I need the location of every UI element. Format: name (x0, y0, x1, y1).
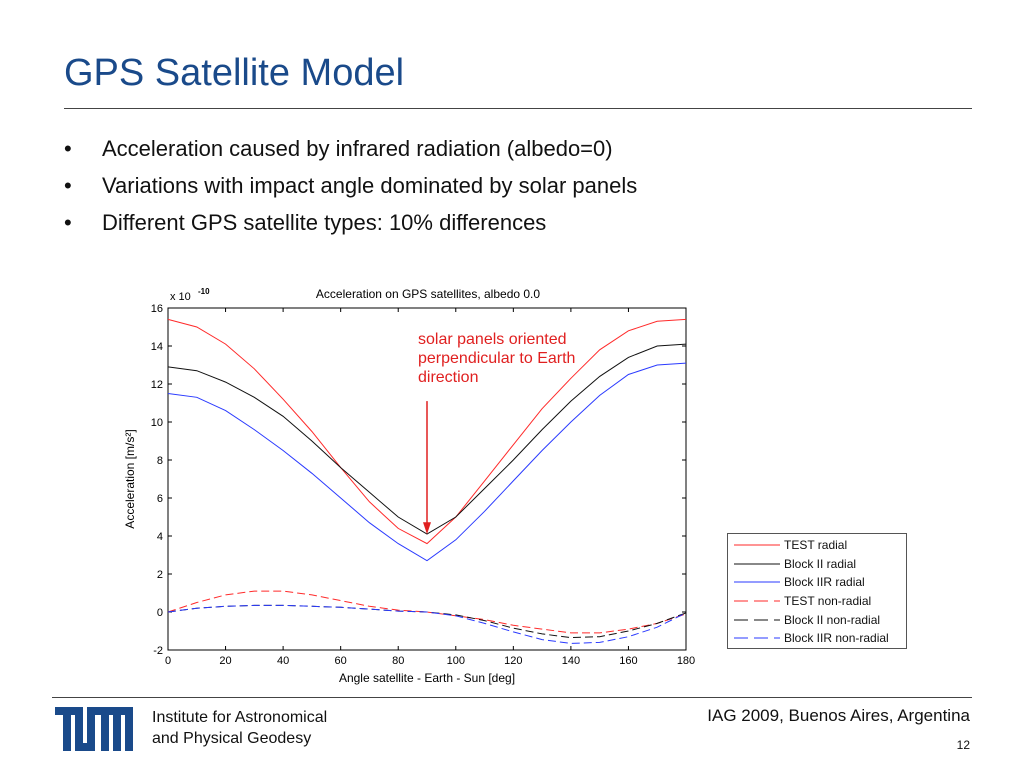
chart: 0 20 40 60 80 100 120 140 160 180 -2 0 2 4 6 8 10 12 14 16 x… (120, 280, 720, 690)
chart-title: Acceleration on GPS satellites, albedo 0… (316, 287, 540, 301)
bullet-item: • Variations with impact angle dominated… (64, 167, 637, 204)
legend-label: Block II non-radial (784, 612, 881, 627)
x-tick-label: 160 (619, 655, 637, 667)
series-line (167, 362, 687, 562)
footer-divider (52, 697, 972, 698)
x-tick-label: 40 (277, 655, 289, 667)
annotation-text: solar panels oriented (418, 331, 567, 348)
y-tick-label: 8 (157, 455, 163, 467)
y-multiplier-exponent: -10 (198, 287, 210, 296)
bullet-text: Acceleration caused by infrared radiatio… (102, 136, 613, 161)
x-tick-label: 80 (392, 655, 404, 667)
series-line (167, 318, 687, 545)
annotation-text: perpendicular to Earth (418, 350, 575, 367)
bullet-marker: • (64, 136, 72, 161)
y-tick-label: 0 (157, 607, 163, 619)
y-tick-label: -2 (153, 645, 163, 657)
x-tick-label: 0 (165, 655, 171, 667)
legend-entry: TEST non-radial (728, 592, 906, 611)
bullet-marker: • (64, 173, 72, 198)
series-line (167, 604, 687, 644)
y-multiplier-label: x 10 (170, 291, 191, 303)
legend-swatch (734, 563, 780, 565)
chart-svg: 0 20 40 60 80 100 120 140 160 180-20246810121416x… (123, 287, 695, 685)
legend-label: Block II radial (784, 556, 857, 571)
legend-label: Block IIR radial (784, 575, 865, 590)
legend-swatch (734, 544, 780, 546)
title-divider (64, 108, 972, 109)
footer-conference: IAG 2009, Buenos Aires, Argentina (707, 706, 970, 725)
legend-label: TEST radial (784, 538, 848, 553)
bullet-marker: • (64, 210, 72, 235)
y-tick-label: 6 (157, 493, 163, 505)
y-tick-label: 16 (151, 303, 163, 315)
legend-entry: Block II non-radial (728, 610, 906, 629)
legend-entry: TEST radial (728, 536, 906, 555)
x-axis-label: Angle satellite - Earth - Sun [deg] (339, 671, 515, 685)
x-tick-label: 60 (335, 655, 347, 667)
y-tick-label: 10 (151, 417, 163, 429)
page-number: 12 (956, 738, 970, 752)
series-line (167, 590, 687, 634)
x-tick-label: 140 (562, 655, 580, 667)
y-tick-label: 2 (157, 569, 163, 581)
legend-entry: Block II radial (728, 555, 906, 574)
legend-swatch (734, 600, 780, 602)
legend-label: TEST non-radial (784, 594, 872, 609)
bullet-text: Different GPS satellite types: 10% diffe… (102, 210, 547, 235)
bullet-item: • Acceleration caused by infrared radiat… (64, 130, 637, 167)
x-tick-label: 100 (447, 655, 465, 667)
x-tick-label: 120 (504, 655, 522, 667)
legend-swatch (734, 637, 780, 639)
footer-institute-line2: and Physical Geodesy (152, 730, 312, 747)
legend-swatch (734, 619, 780, 621)
legend-entry: Block IIR non-radial (728, 629, 906, 648)
legend-label: Block IIR non-radial (784, 631, 889, 646)
y-tick-label: 12 (151, 379, 163, 391)
tum-logo (55, 707, 133, 751)
annotation-arrow-head (423, 522, 431, 535)
legend-swatch (734, 581, 780, 583)
y-tick-label: 14 (151, 341, 163, 353)
footer-institute: Institute for Astronomical and Physical … (152, 707, 327, 749)
footer-institute-line1: Institute for Astronomical (152, 709, 328, 726)
bullet-list: • Acceleration caused by infrared radiat… (64, 130, 637, 241)
plot-area-frame (167, 307, 687, 651)
series-line (167, 604, 687, 639)
legend-entry: Block IIR radial (728, 573, 906, 592)
bullet-text: Variations with impact angle dominated b… (102, 173, 638, 198)
annotation-text: direction (418, 369, 478, 386)
chart-legend: TEST radial Block II radial Block IIR radi… (727, 533, 907, 649)
y-axis-label: Acceleration [m/s²] (123, 429, 137, 528)
x-tick-label: 180 (677, 655, 695, 667)
bullet-item: • Different GPS satellite types: 10% dif… (64, 204, 637, 241)
y-tick-label: 4 (157, 531, 163, 543)
slide-title: GPS Satellite Model (64, 52, 405, 94)
x-tick-label: 20 (219, 655, 231, 667)
